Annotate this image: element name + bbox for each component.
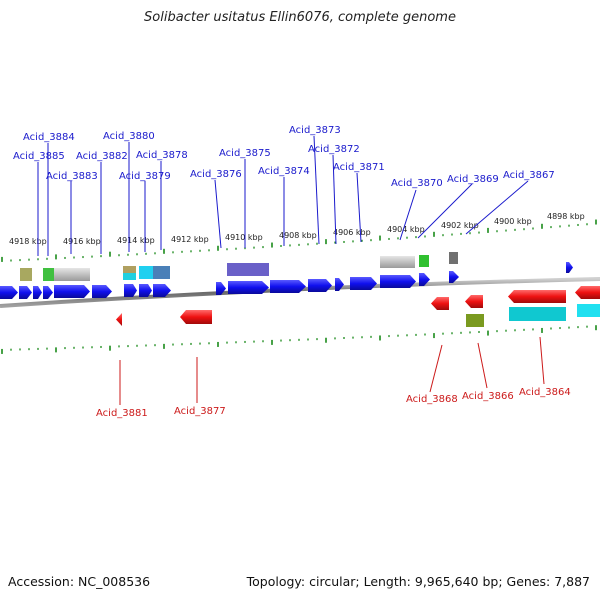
forward-gene[interactable] (124, 284, 137, 297)
forward-gene[interactable] (566, 262, 573, 273)
feature-box (449, 252, 458, 264)
reverse-gene[interactable] (180, 310, 212, 324)
feature-box (419, 255, 429, 267)
forward-genes (0, 262, 573, 299)
lower-scale (1, 325, 597, 354)
gene-label[interactable]: Acid_3872 (308, 144, 360, 155)
feature-box (123, 273, 136, 280)
genome-summary-text: Topology: circular; Length: 9,965,640 bp… (246, 574, 590, 589)
feature-box (380, 256, 415, 268)
forward-gene[interactable] (92, 285, 112, 298)
kbp-label: 4914 kbp (117, 236, 155, 245)
gene-label[interactable]: Acid_3884 (23, 132, 75, 143)
feature-box (509, 307, 566, 321)
forward-gene[interactable] (228, 281, 269, 294)
reverse-gene[interactable] (465, 295, 483, 308)
gene-label[interactable]: Acid_3869 (447, 174, 499, 185)
gene-label[interactable]: Acid_3881 (96, 408, 148, 419)
kbp-label: 4910 kbp (225, 233, 263, 242)
reverse-gene[interactable] (575, 286, 600, 299)
feature-box (54, 268, 90, 281)
feature-box (43, 268, 54, 281)
kbp-label: 4898 kbp (547, 212, 585, 221)
gene-label[interactable]: Acid_3867 (503, 170, 555, 181)
kbp-label: 4904 kbp (387, 225, 425, 234)
feature-box (227, 263, 269, 276)
kbp-labels: 4918 kbp 4916 kbp 4914 kbp 4912 kbp 4910… (9, 212, 585, 246)
feature-box (139, 266, 153, 279)
gene-label[interactable]: Acid_3878 (136, 150, 188, 161)
kbp-label: 4918 kbp (9, 237, 47, 246)
lower-features (466, 304, 600, 327)
gene-label[interactable]: Acid_3870 (391, 178, 443, 189)
forward-gene[interactable] (33, 286, 42, 299)
forward-gene-labels: Acid_3884 Acid_3885 Acid_3883 Acid_3882 … (13, 125, 555, 189)
forward-gene[interactable] (419, 273, 430, 286)
gene-label[interactable]: Acid_3864 (519, 387, 571, 398)
gene-label[interactable]: Acid_3879 (119, 171, 171, 182)
forward-gene[interactable] (308, 279, 332, 292)
feature-box (153, 266, 170, 279)
feature-box (20, 268, 32, 281)
forward-gene[interactable] (350, 277, 377, 290)
gene-label[interactable]: Acid_3873 (289, 125, 341, 136)
gene-label[interactable]: Acid_3871 (333, 162, 385, 173)
forward-gene[interactable] (335, 278, 344, 291)
feature-box (123, 266, 136, 273)
reverse-gene[interactable] (116, 313, 122, 326)
feature-box (577, 304, 600, 317)
genome-title: Solibacter usitatus Ellin6076, complete … (144, 10, 456, 25)
reverse-genes (116, 286, 600, 326)
kbp-label: 4902 kbp (441, 221, 479, 230)
forward-gene[interactable] (216, 282, 226, 295)
gene-label[interactable]: Acid_3877 (174, 406, 226, 417)
forward-gene[interactable] (380, 275, 416, 288)
kbp-label: 4906 kbp (333, 228, 371, 237)
forward-gene[interactable] (54, 285, 90, 298)
forward-leaders (37, 135, 529, 256)
accession-text: Accession: NC_008536 (8, 574, 151, 589)
forward-gene[interactable] (43, 286, 53, 299)
gene-label[interactable]: Acid_3883 (46, 171, 98, 182)
kbp-label: 4912 kbp (171, 235, 209, 244)
upper-features (20, 252, 458, 281)
kbp-label: 4900 kbp (494, 217, 532, 226)
gene-label[interactable]: Acid_3866 (462, 391, 514, 402)
upper-scale (1, 219, 597, 262)
forward-gene[interactable] (19, 286, 32, 299)
feature-box (466, 314, 484, 327)
forward-gene[interactable] (139, 284, 152, 297)
reverse-gene[interactable] (508, 290, 566, 303)
forward-gene[interactable] (449, 271, 459, 283)
forward-gene[interactable] (0, 286, 18, 299)
reverse-leaders (119, 336, 545, 405)
gene-label[interactable]: Acid_3882 (76, 151, 128, 162)
gene-label[interactable]: Acid_3874 (258, 166, 310, 177)
gene-label[interactable]: Acid_3868 (406, 394, 458, 405)
gene-label[interactable]: Acid_3875 (219, 148, 271, 159)
forward-gene[interactable] (153, 284, 171, 297)
reverse-gene-labels: Acid_3881 Acid_3877 Acid_3868 Acid_3866 … (96, 387, 571, 419)
gene-label[interactable]: Acid_3885 (13, 151, 65, 162)
kbp-label: 4916 kbp (63, 237, 101, 246)
gene-label[interactable]: Acid_3876 (190, 169, 242, 180)
gene-label[interactable]: Acid_3880 (103, 131, 155, 142)
reverse-gene[interactable] (431, 297, 449, 310)
forward-gene[interactable] (270, 280, 306, 293)
kbp-label: 4908 kbp (279, 231, 317, 240)
